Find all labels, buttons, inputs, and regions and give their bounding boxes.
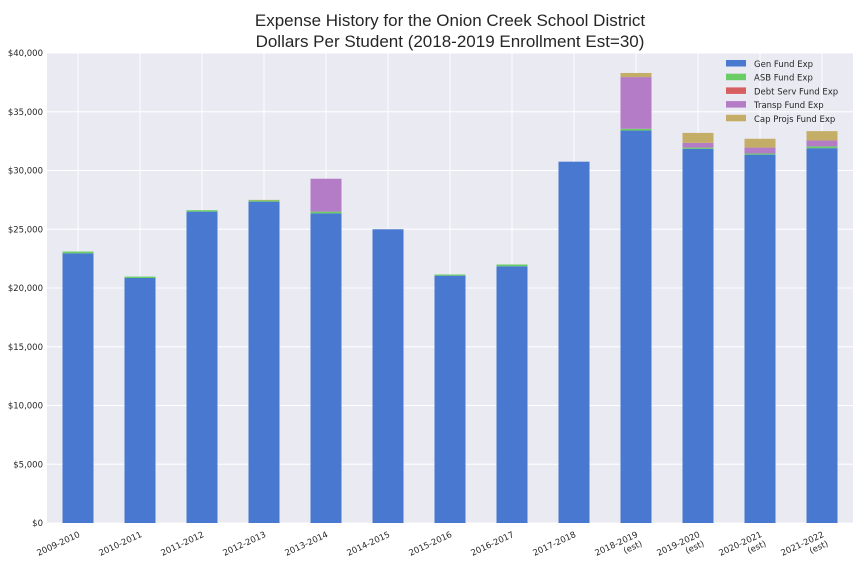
y-tick-label: $25,000 [8, 225, 43, 235]
x-tick-label-line: 2013-2014 [284, 530, 330, 559]
legend: Gen Fund Exp ASB Fund Exp Debt Serv Fund E… [726, 60, 838, 125]
bar-segment [62, 251, 94, 254]
x-tick-label: 2011-2012 [160, 530, 206, 559]
bar-segment [372, 229, 404, 523]
x-tick-label: 2016-2017 [470, 530, 516, 559]
bar-segment [496, 266, 528, 523]
bar-segment [682, 132, 714, 143]
x-tick-label: 2014-2015 [346, 530, 392, 559]
x-axis-ticks: 2009-2010 2010-2011 2011-2012 2012-2013 2013… [36, 530, 830, 559]
legend-label: ASB Fund Exp [754, 74, 813, 84]
chart-title: Expense History for the Onion Creek Scho… [255, 11, 645, 30]
x-tick-label: 2021-2022(est) [780, 530, 830, 559]
legend-swatch [726, 73, 746, 81]
x-tick-label-line: 2010-2011 [98, 530, 144, 559]
bar-segment [620, 77, 652, 129]
bar-segment [620, 72, 652, 78]
bar-segment [434, 275, 466, 523]
bar-segment [806, 146, 838, 149]
bar-segment [186, 211, 218, 523]
bar-segment [248, 200, 280, 202]
y-tick-label: $0 [32, 519, 43, 529]
x-tick-label-line: 2017-2018 [532, 530, 578, 559]
bar-segment [310, 213, 342, 523]
y-tick-label: $20,000 [8, 284, 43, 294]
legend-swatch [726, 101, 746, 108]
bar-segment [248, 199, 280, 201]
y-tick-label: $35,000 [8, 108, 43, 118]
legend-swatch [726, 87, 746, 94]
y-tick-label: $5,000 [13, 460, 43, 470]
legend-label: Debt Serv Fund Exp [754, 87, 838, 97]
bar-segment [558, 161, 590, 523]
bar-segment [186, 210, 218, 212]
legend-swatch [726, 114, 746, 122]
x-tick-label-line: 2009-2010 [36, 530, 82, 559]
x-tick-label: 2019-2020(est) [656, 530, 706, 559]
x-tick-label: 2012-2013 [222, 530, 268, 559]
bar-segment [744, 147, 776, 154]
legend-label: Transp Fund Exp [753, 101, 824, 111]
bar-segment [806, 131, 838, 141]
x-tick-label-line: 2016-2017 [470, 530, 516, 559]
y-tick-label: $15,000 [8, 343, 43, 353]
chart-subtitle: Dollars Per Student (2018-2019 Enrollmen… [256, 32, 645, 51]
bar-segment [310, 211, 342, 214]
x-tick-label: 2009-2010 [36, 530, 82, 559]
y-tick-label: $40,000 [8, 49, 43, 59]
legend-label: Cap Projs Fund Exp [754, 115, 835, 125]
bar-segment [248, 201, 280, 523]
x-tick-label: 2010-2011 [98, 530, 144, 559]
bar-segment [744, 138, 776, 148]
x-tick-label-line: 2012-2013 [222, 530, 268, 559]
legend-label: Gen Fund Exp [754, 60, 813, 70]
x-tick-label: 2013-2014 [284, 530, 330, 559]
x-tick-label: 2017-2018 [532, 530, 578, 559]
bar-segment [682, 142, 714, 148]
bars [62, 72, 838, 524]
legend-swatch [726, 60, 746, 67]
bar-segment [806, 140, 838, 147]
bar-segment [620, 128, 652, 131]
bar-segment [744, 153, 776, 155]
x-tick-label-line: 2014-2015 [346, 530, 392, 559]
bar-segment [806, 148, 838, 524]
x-tick-label: 2018-2019(est) [594, 530, 644, 559]
x-tick-label: 2020-2021(est) [718, 530, 768, 559]
bar-segment [124, 278, 156, 523]
y-tick-label: $30,000 [8, 167, 43, 177]
bar-segment [620, 130, 652, 524]
bar-segment [124, 276, 156, 279]
x-tick-label-line: 2011-2012 [160, 530, 206, 559]
bar-segment [744, 154, 776, 523]
bar-segment [62, 253, 94, 523]
bar-segment [682, 148, 714, 523]
x-tick-label-line: 2015-2016 [408, 530, 454, 559]
x-tick-label: 2015-2016 [408, 530, 454, 559]
y-tick-label: $10,000 [8, 402, 43, 412]
bar-segment [496, 264, 528, 267]
bar-segment [434, 274, 466, 276]
bar-segment [682, 147, 714, 149]
y-axis-ticks: $0 $5,000 $10,000 $15,000 $20,000 $25,000 $30,… [8, 49, 43, 529]
bar-segment [310, 178, 342, 212]
